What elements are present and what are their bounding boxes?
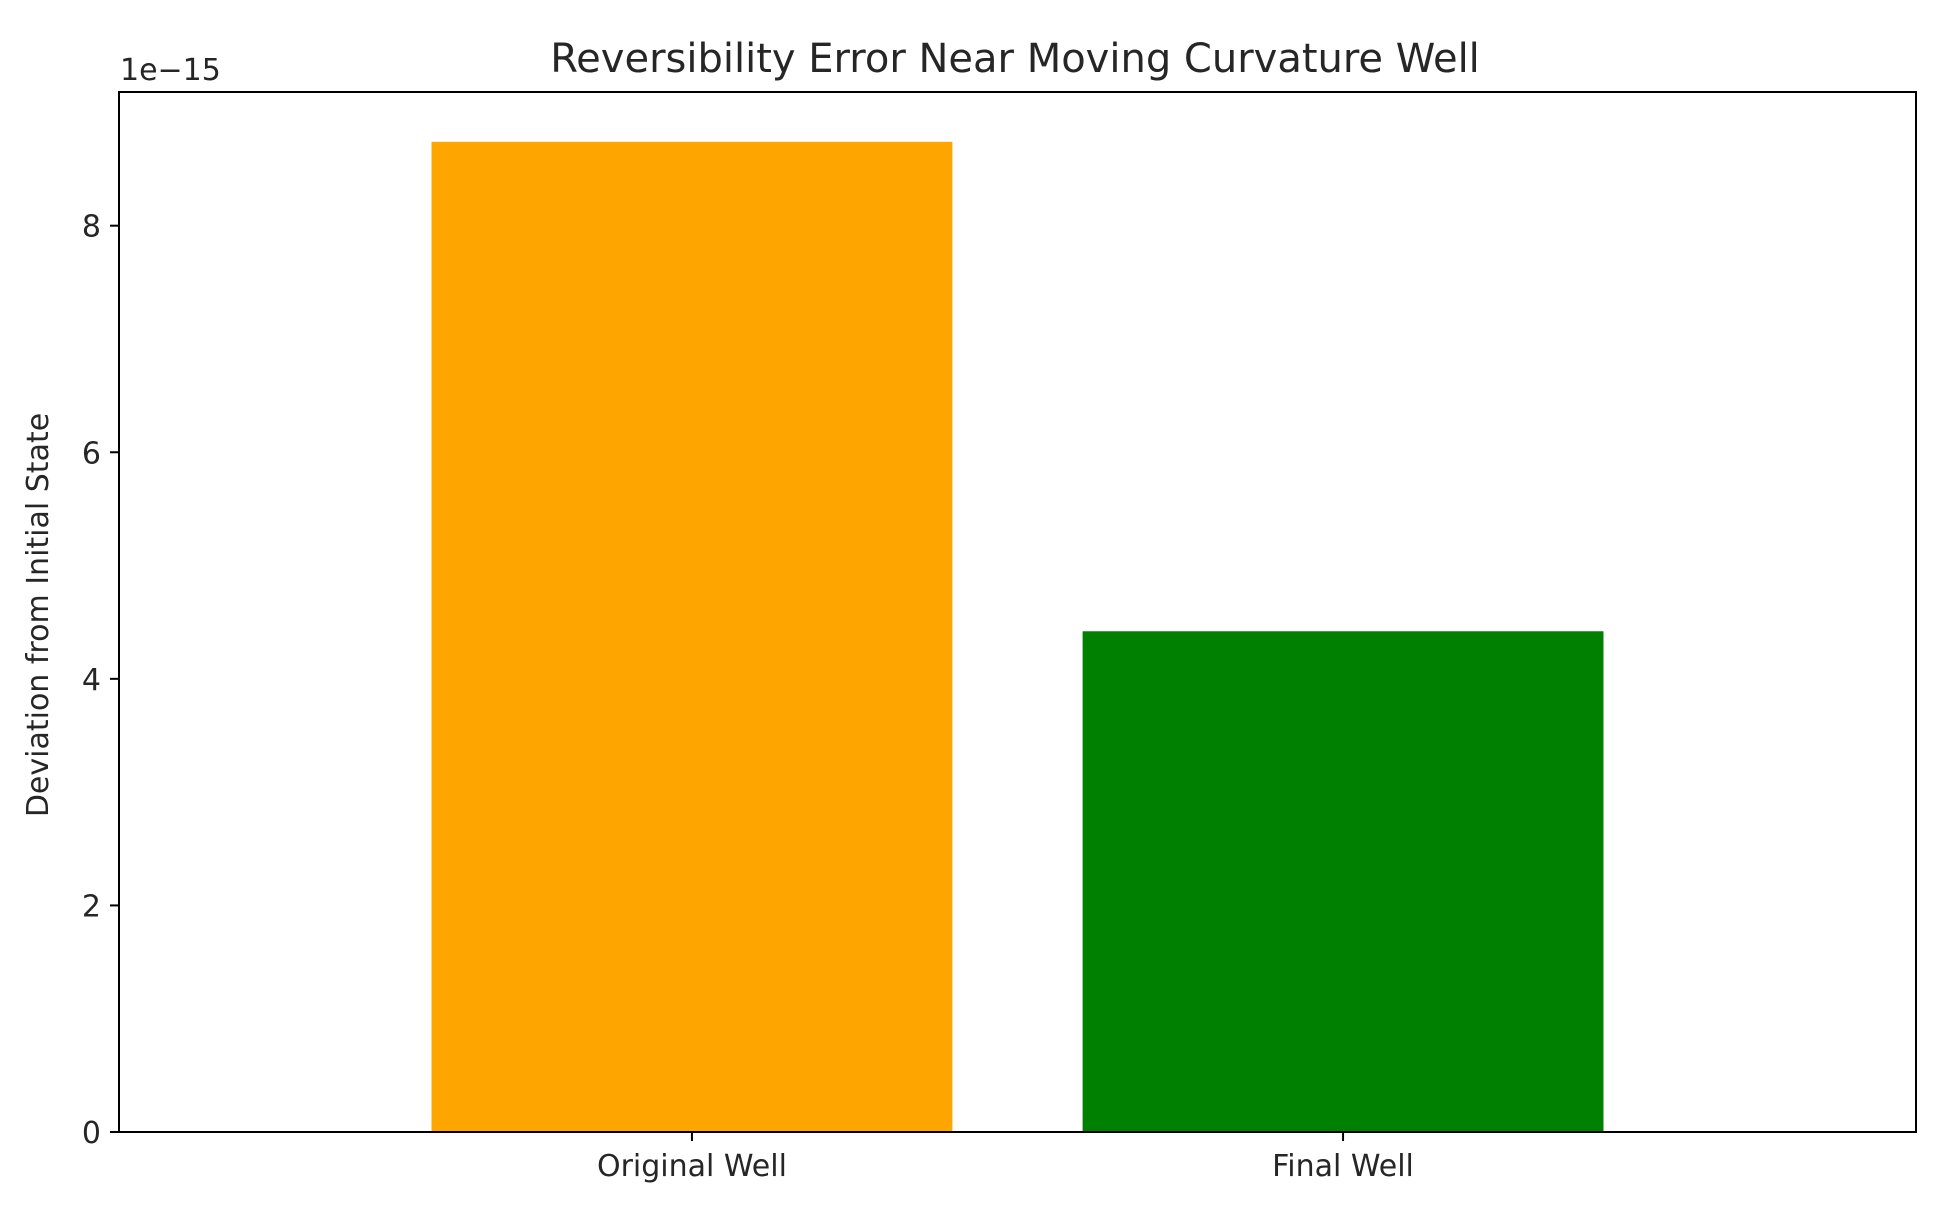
x-tick-label: Final Well	[1272, 1149, 1414, 1184]
y-tick-label: 4	[82, 663, 101, 698]
y-axis-offset-label: 1e−15	[120, 53, 221, 88]
bars-group	[431, 141, 1604, 1133]
ticks-group: Original Well Final Well 0 2 4 6 8	[82, 210, 1414, 1184]
y-axis-label: Deviation from Initial State	[21, 413, 56, 817]
y-tick-label: 8	[82, 210, 101, 245]
bar-original-well	[431, 141, 953, 1133]
y-tick-label: 6	[82, 436, 101, 471]
y-tick-label: 2	[82, 889, 101, 924]
x-tick-label: Original Well	[597, 1149, 787, 1184]
chart-title: Reversibility Error Near Moving Curvatur…	[550, 36, 1480, 82]
plot-frame	[118, 91, 1917, 1133]
bar-final-well	[1082, 631, 1604, 1132]
y-tick-label: 0	[82, 1116, 101, 1151]
